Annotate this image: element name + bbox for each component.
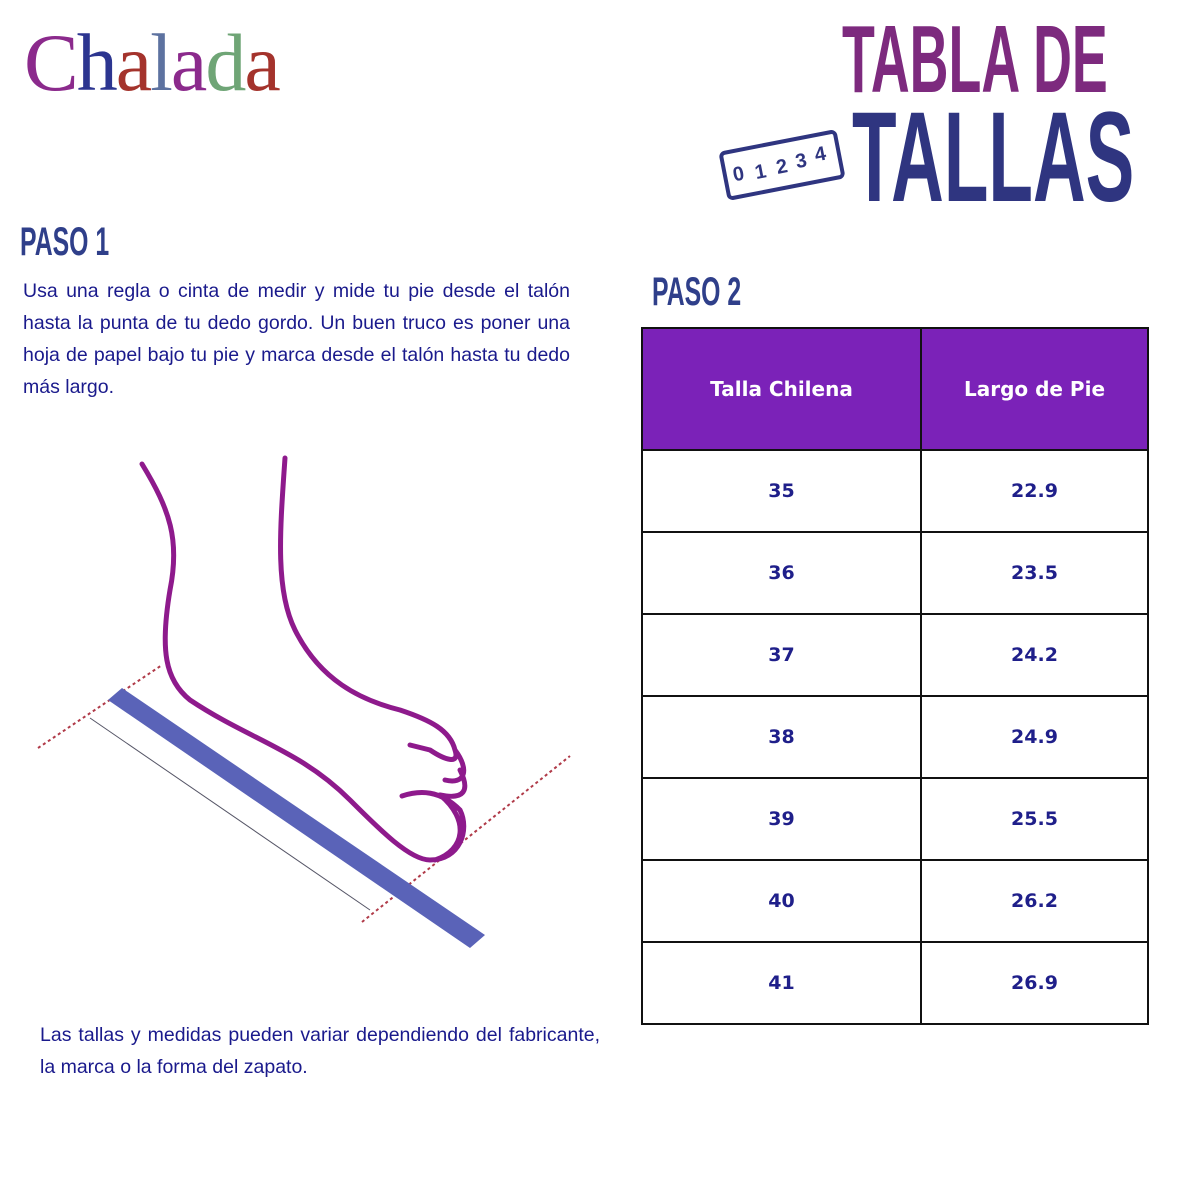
- table-row: 35 22.9: [641, 449, 1149, 533]
- length-cell: 22.9: [920, 449, 1149, 533]
- step1-heading: PASO 1: [20, 220, 110, 264]
- ruler-digit: 0: [731, 162, 747, 187]
- chalada-logo: Chalada: [24, 17, 281, 108]
- heel-guide-line: [37, 664, 163, 749]
- size-cell: 36: [641, 531, 922, 615]
- measure-arrow: [89, 717, 371, 911]
- length-cell: 23.5: [920, 531, 1149, 615]
- table-header-row: Talla Chilena Largo de Pie: [641, 327, 1149, 451]
- title-line-1: TABLA DE: [842, 6, 1108, 113]
- size-cell: 35: [641, 449, 922, 533]
- table-row: 37 24.2: [641, 613, 1149, 697]
- size-cell: 40: [641, 859, 922, 943]
- header-talla: Talla Chilena: [641, 327, 922, 451]
- table-row: 40 26.2: [641, 859, 1149, 943]
- ruler-shape: [108, 688, 485, 948]
- length-cell: 25.5: [920, 777, 1149, 861]
- step2-heading: PASO 2: [652, 270, 742, 314]
- foot-outline-back: [139, 461, 467, 863]
- length-cell: 24.9: [920, 695, 1149, 779]
- disclaimer-note: Las tallas y medidas pueden variar depen…: [40, 1024, 600, 1078]
- length-cell: 26.9: [920, 941, 1149, 1025]
- size-cell: 37: [641, 613, 922, 697]
- table-row: 36 23.5: [641, 531, 1149, 615]
- size-cell: 41: [641, 941, 922, 1025]
- table-row: 41 26.9: [641, 941, 1149, 1025]
- size-cell: 38: [641, 695, 922, 779]
- ruler-digit: 3: [793, 149, 809, 174]
- ruler-digit: 2: [774, 155, 790, 179]
- table-row: 39 25.5: [641, 777, 1149, 861]
- step1-text: Usa una regla o cinta de medir y mide tu…: [23, 280, 570, 398]
- ruler-digit: 1: [752, 160, 769, 185]
- ruler-digit: 4: [812, 142, 828, 167]
- ruler-icon: 0 1 2 3 4: [718, 129, 846, 201]
- header-largo: Largo de Pie: [920, 327, 1149, 451]
- foot-outline-front: [278, 455, 468, 799]
- length-cell: 24.2: [920, 613, 1149, 697]
- size-table: Talla Chilena Largo de Pie 35 22.9 36 23.5…: [641, 327, 1149, 1025]
- size-cell: 39: [641, 777, 922, 861]
- length-cell: 26.2: [920, 859, 1149, 943]
- table-row: 38 24.9: [641, 695, 1149, 779]
- title-line-2: TALLAS: [852, 86, 1135, 229]
- foot-measuring-illustration: [37, 455, 571, 948]
